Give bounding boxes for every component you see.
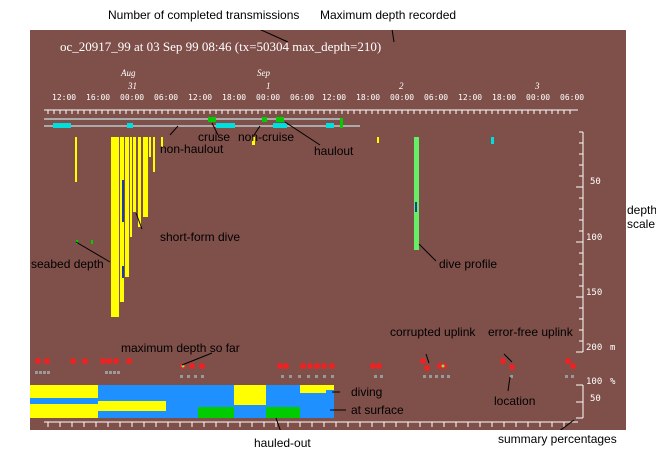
callout-non-haulout: non-haulout [160,142,224,156]
percent-scale-label: 50 [590,394,601,404]
day-label-2: 2 [399,81,404,91]
callout-location: location [494,394,536,408]
short-form-dive-bottom [122,180,124,222]
depth-scale-label: 150 [586,288,603,298]
time-label: 18:00 [492,93,517,102]
callout-maximum-depth-so-far: maximum depth so far [121,341,240,355]
percent-scale-unit: % [610,377,616,387]
time-label: 06:00 [560,93,585,102]
short-form-dive-bottom [122,266,124,278]
time-label: 00:00 [120,93,145,102]
callout-short-form-dive: short-form dive [160,230,241,244]
month-label-sep: Sep [257,68,270,78]
callout-leaders [75,30,575,430]
location-markers [35,371,574,378]
callout-completed-transmissions: Number of completed transmissions [108,8,300,22]
callout-corrupted-uplink: corrupted uplink [390,325,476,339]
haulout-segment [208,117,216,122]
dive-profile-bar [414,137,419,250]
cruise-marker [491,137,494,144]
depth-scale-label: 50 [590,177,601,187]
time-label: 18:00 [356,93,381,102]
cruise-segment [53,123,71,128]
day-label-31: 31 [128,81,137,91]
depth-scale-callout-text: depth scale [627,203,656,231]
callout-haulout: haulout [314,144,354,158]
cruise-segment [273,123,287,128]
summary-percentages [30,385,334,418]
depth-scale-unit: m [610,343,616,353]
seabed-depth-marker [91,240,93,244]
cruise-segment [127,123,133,128]
callout-error-free-uplink: error-free uplink [488,325,573,339]
cruise-segment [326,123,334,128]
callout-dive-profile: dive profile [439,257,498,271]
time-label: 06:00 [290,93,315,102]
time-axis-ticks [47,110,571,114]
cruise-segment [216,123,235,128]
haulout-segment [262,117,267,122]
uplink-markers [35,358,576,371]
dive-profile-bottom [415,202,417,212]
percent-scale-label: 100 [586,377,603,387]
time-label: 18:00 [222,93,247,102]
time-label: 12:00 [188,93,213,102]
day-label-1: 1 [266,81,271,91]
dive-plot-panel: oc_20917_99 at 03 Sep 99 08:46 (tx=50304… [30,30,626,430]
callout-non-cruise: non-cruise [238,130,295,144]
callout-seabed-depth: seabed depth [31,257,104,271]
callout-cruise: cruise [198,130,231,144]
callout-maximum-depth-recorded: Maximum depth recorded [320,8,457,22]
time-label: 00:00 [390,93,415,102]
depth-scale-label: 200 [586,343,603,353]
time-label: 12:00 [458,93,483,102]
plot-graphics [30,30,584,430]
time-label: 12:00 [52,93,77,102]
bottom-axis-ticks [47,422,565,427]
dive-bars [75,137,379,317]
callout-depth-scale: depth scale [627,203,656,231]
seabed-depth-marker [76,240,78,244]
depth-scale-label: 100 [586,233,603,243]
time-label: 00:00 [256,93,281,102]
callout-summary-percentages: summary percentages [498,432,617,446]
callout-hauled-out: hauled-out [254,436,311,450]
time-label: 12:00 [322,93,347,102]
day-label-3: 3 [535,81,540,91]
time-label: 16:00 [86,93,111,102]
depth-axis-ticks [576,131,583,353]
callout-at-surface: at surface [351,403,404,417]
month-label-aug: Aug [121,68,136,78]
callout-diving: diving [351,385,383,399]
time-label: 06:00 [424,93,449,102]
haulout-segment [340,118,343,128]
plot-title: oc_20917_99 at 03 Sep 99 08:46 (tx=50304… [60,39,382,54]
time-label: 00:00 [526,93,551,102]
haulout-segment [276,117,284,122]
time-label: 06:00 [154,93,179,102]
